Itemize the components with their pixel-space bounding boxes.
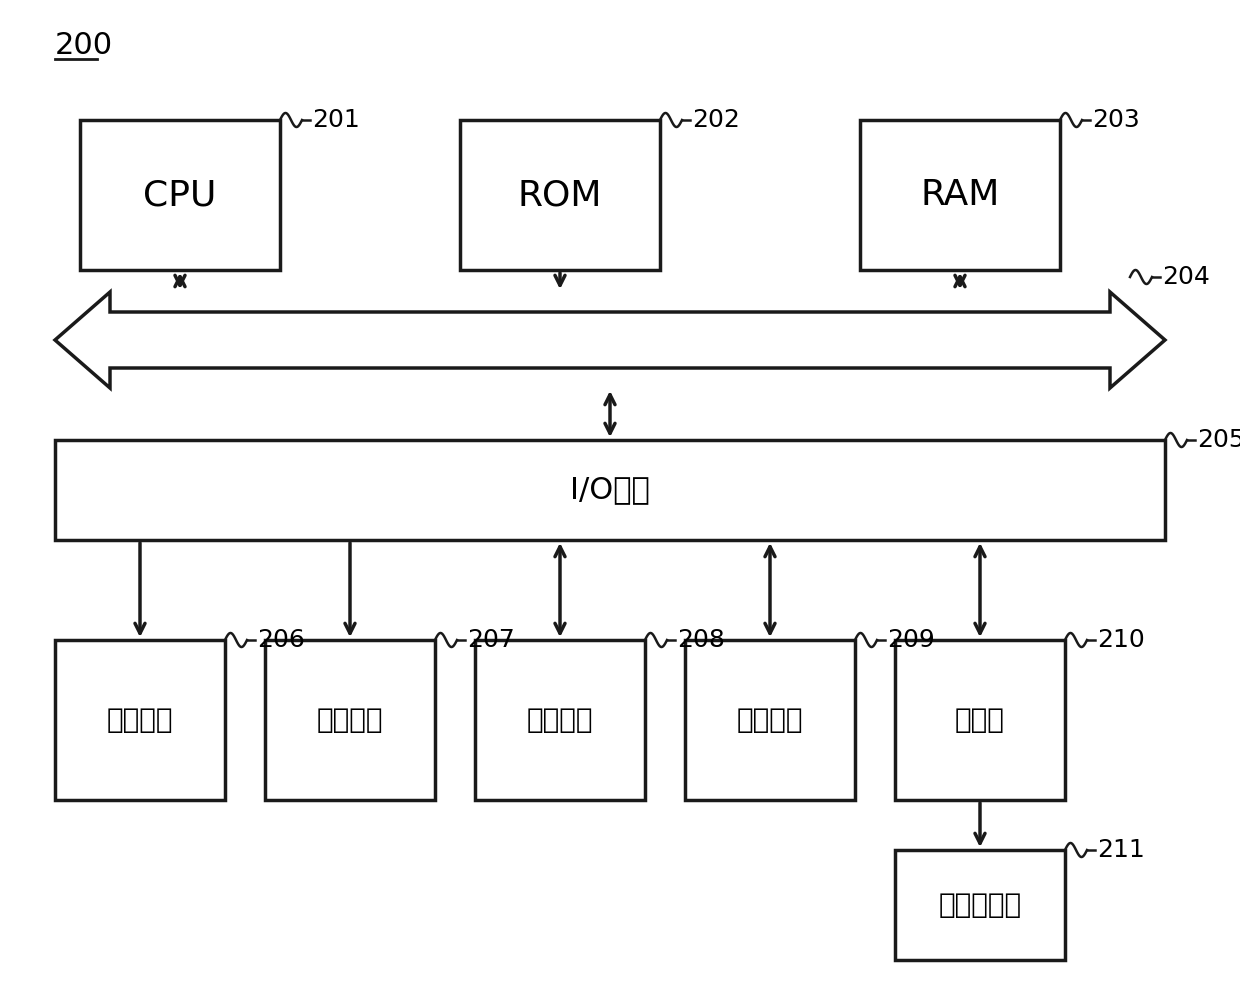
- Text: 通信部分: 通信部分: [737, 706, 804, 734]
- Text: 207: 207: [467, 628, 515, 652]
- Text: 驱动器: 驱动器: [955, 706, 1004, 734]
- Text: 205: 205: [1197, 428, 1240, 452]
- Text: 201: 201: [312, 108, 360, 132]
- Polygon shape: [55, 292, 1166, 388]
- Bar: [895, 640, 1065, 800]
- Text: 可拆卸介质: 可拆卸介质: [939, 891, 1022, 919]
- Text: I/O接口: I/O接口: [570, 476, 650, 504]
- Text: ROM: ROM: [518, 178, 603, 212]
- Text: 208: 208: [677, 628, 725, 652]
- Bar: [265, 640, 435, 800]
- Bar: [81, 120, 280, 270]
- Bar: [55, 640, 224, 800]
- Text: 200: 200: [55, 31, 113, 60]
- Text: 211: 211: [1097, 838, 1145, 862]
- Bar: [895, 850, 1065, 960]
- Text: 输出部分: 输出部分: [316, 706, 383, 734]
- Text: 210: 210: [1097, 628, 1145, 652]
- Bar: [475, 640, 645, 800]
- Text: 202: 202: [692, 108, 740, 132]
- Text: 204: 204: [1162, 265, 1210, 289]
- Text: 209: 209: [887, 628, 935, 652]
- Text: 206: 206: [257, 628, 305, 652]
- Bar: [55, 440, 1166, 540]
- Text: 203: 203: [1092, 108, 1140, 132]
- Text: CPU: CPU: [144, 178, 217, 212]
- Bar: [684, 640, 856, 800]
- Text: RAM: RAM: [920, 178, 999, 212]
- Bar: [460, 120, 660, 270]
- Bar: [861, 120, 1060, 270]
- Text: 输入部分: 输入部分: [107, 706, 174, 734]
- Text: 储存部分: 储存部分: [527, 706, 593, 734]
